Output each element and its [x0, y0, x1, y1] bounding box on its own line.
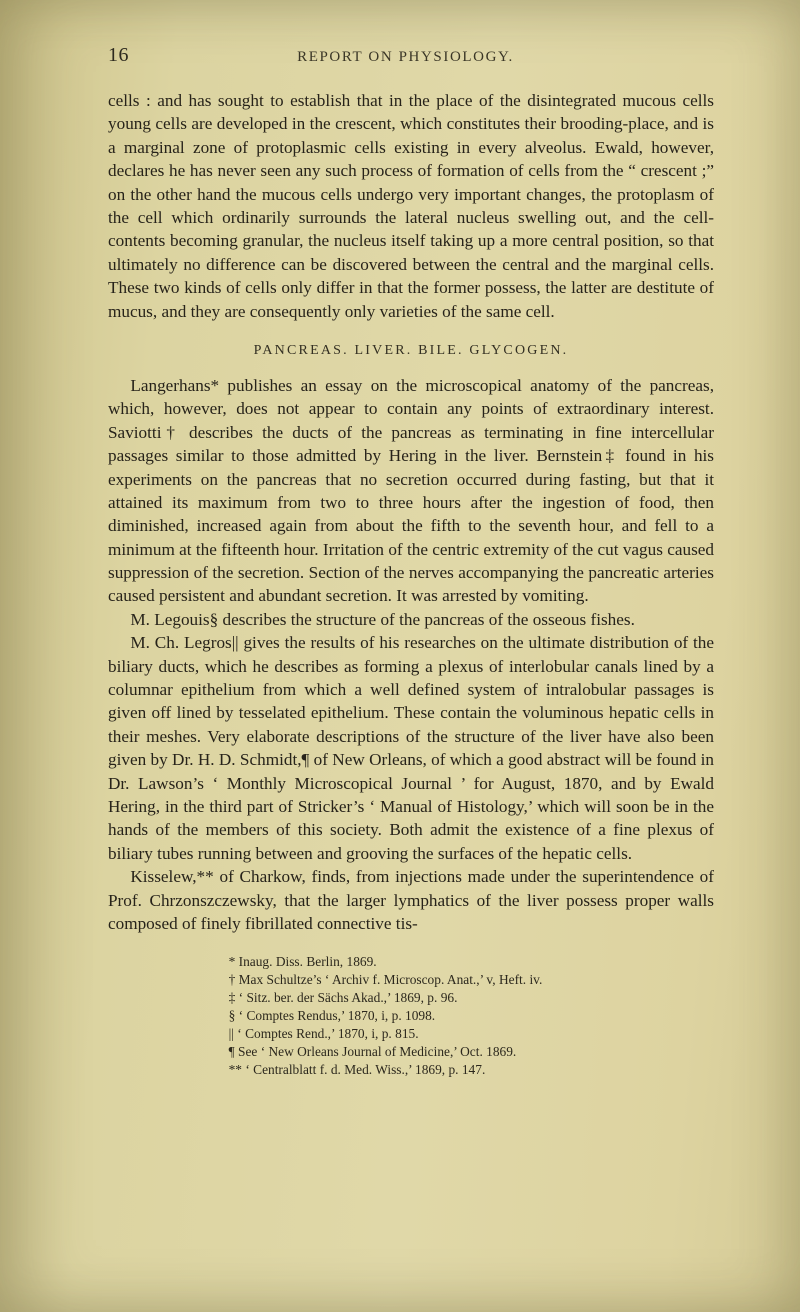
paragraph: Langerhans* publishes an essay on the mi… — [108, 374, 714, 608]
footnote: ¶ See ‘ New Orleans Journal of Medicine,… — [229, 1043, 714, 1061]
page-header: 16 REPORT ON PHYSIOLOGY. — [108, 44, 714, 67]
paragraph: Kisselew,** of Charkow, finds, from inje… — [108, 865, 714, 935]
paragraph: cells : and has sought to establish that… — [108, 89, 714, 323]
section-heading: PANCREAS. LIVER. BILE. GLYCOGEN. — [108, 341, 714, 360]
scanned-page: 16 REPORT ON PHYSIOLOGY. cells : and has… — [0, 0, 800, 1312]
footnote: || ‘ Comptes Rend.,’ 1870, i, p. 815. — [229, 1025, 714, 1043]
footnotes-block: * Inaug. Diss. Berlin, 1869. † Max Schul… — [108, 953, 714, 1079]
paragraph: M. Ch. Legros|| gives the results of his… — [108, 631, 714, 865]
footnote: ** ‘ Centralblatt f. d. Med. Wiss.,’ 186… — [229, 1061, 714, 1079]
body-column: cells : and has sought to establish that… — [108, 89, 714, 1079]
footnote: § ‘ Comptes Rendus,’ 1870, i, p. 1098. — [229, 1007, 714, 1025]
paragraph: M. Legouis§ describes the structure of t… — [108, 608, 714, 631]
footnote: † Max Schultze’s ‘ Archiv f. Microscop. … — [229, 971, 714, 989]
running-head: REPORT ON PHYSIOLOGY. — [129, 49, 714, 66]
page-number: 16 — [108, 44, 129, 67]
footnote: * Inaug. Diss. Berlin, 1869. — [229, 953, 714, 971]
footnote: ‡ ‘ Sitz. ber. der Sächs Akad.,’ 1869, p… — [229, 989, 714, 1007]
